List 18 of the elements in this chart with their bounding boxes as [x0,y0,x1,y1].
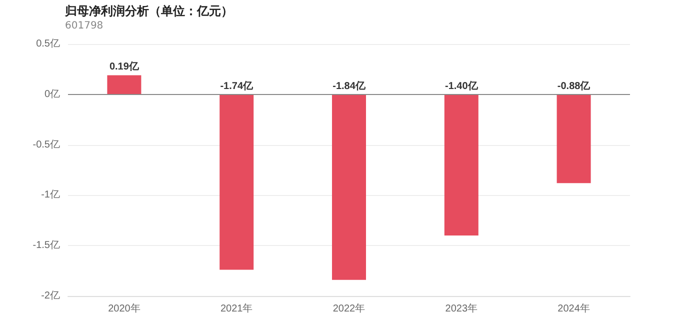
data-label: 0.19亿 [109,60,140,73]
chart-title: 归母净利润分析（单位：亿元） [64,4,233,18]
y-tick-label: 0.5亿 [36,38,60,50]
data-label: -1.84亿 [332,80,366,92]
y-tick-label: -0.5亿 [32,139,60,150]
x-tick-label: 2020年 [108,302,140,314]
y-tick-label: -1.5亿 [32,240,60,252]
y-tick-label: 0亿 [44,88,60,100]
chart-subtitle: 601798 [65,20,104,32]
x-tick-label: 2021年 [220,302,253,314]
y-tick-label: -2亿 [41,290,60,302]
x-tick-label: 2022年 [332,302,366,314]
data-label: -1.40亿 [445,80,479,92]
data-label: -1.74亿 [220,80,254,92]
y-tick-label: -1亿 [41,190,60,201]
data-label: -0.88亿 [557,80,592,92]
x-tick-label: 2024年 [558,302,590,314]
x-tick-label: 2023年 [445,302,478,314]
